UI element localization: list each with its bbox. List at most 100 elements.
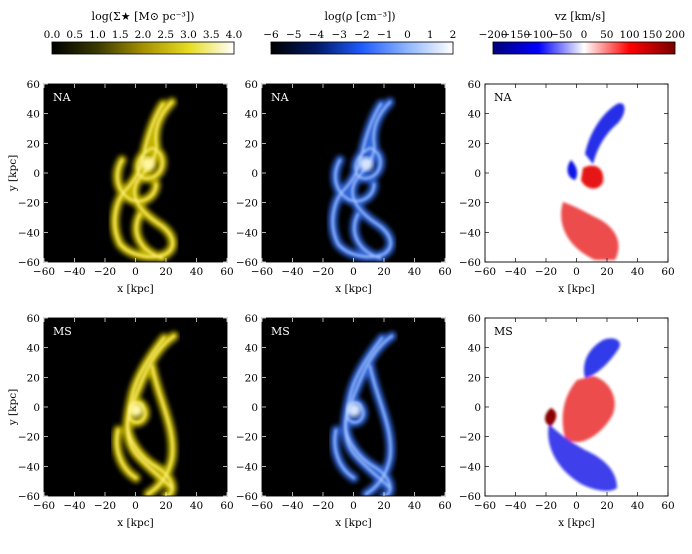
panel-label: MS xyxy=(53,325,72,338)
x-axis-label: x [kpc] xyxy=(117,283,153,295)
y-tick-label: −60 xyxy=(18,491,40,503)
colorbar-tick-label: −2 xyxy=(354,29,369,41)
velocity-colorbar: vz [km/s] −200−150−100−50 0 50 100 150 200 xyxy=(479,10,685,55)
x-tick-label: −20 xyxy=(94,500,116,512)
x-tick-label: −60 xyxy=(33,500,55,512)
y-tick-label: 40 xyxy=(27,109,40,121)
colorbar-tick-label: 1.0 xyxy=(89,29,106,41)
velocity-colorbar-gradient xyxy=(492,41,676,55)
y-tick-label: −20 xyxy=(236,432,258,444)
y-tick-label: −60 xyxy=(459,491,481,503)
galaxy-core xyxy=(359,157,373,171)
y-tick-label: 20 xyxy=(468,372,481,384)
x-tick-label: −20 xyxy=(535,266,557,278)
redshift-region xyxy=(581,165,604,189)
x-axis-label: x [kpc] xyxy=(558,517,594,529)
x-tick-label: −40 xyxy=(63,500,85,512)
y-tick-label: 40 xyxy=(245,109,258,121)
colorbar-tick-label: −1 xyxy=(377,29,392,41)
y-tick-label: 20 xyxy=(245,372,258,384)
panel-label: MS xyxy=(271,325,290,338)
y-tick-label: −40 xyxy=(18,461,40,473)
y-tick-label: −60 xyxy=(236,257,258,269)
x-tick-label: 60 xyxy=(661,266,674,278)
x-tick-label: 0 xyxy=(132,266,139,278)
colorbar-tick-label: 2.0 xyxy=(135,29,152,41)
y-tick-label: −40 xyxy=(459,227,481,239)
x-tick-label: 20 xyxy=(600,266,613,278)
y-tick-label: 40 xyxy=(468,109,481,121)
redshift-region xyxy=(562,376,615,443)
x-tick-label: 0 xyxy=(350,266,357,278)
gas-colorbar-title: log(ρ [cm⁻³]) xyxy=(324,10,395,23)
y-tick-label: 40 xyxy=(245,343,258,355)
x-tick-label: 40 xyxy=(190,266,203,278)
y-tick-label: 0 xyxy=(251,168,258,180)
stellar-panel-ms: MS −60 60 −40 40 −20 20 0 0 20 −20 40 −40 60 −60 x [kpc… xyxy=(7,313,234,529)
y-tick-label: −20 xyxy=(18,198,40,210)
y-tick-label: 0 xyxy=(474,402,481,414)
colorbar-tick-label: 100 xyxy=(619,29,639,41)
y-tick-label: 60 xyxy=(27,79,40,91)
galaxy-core xyxy=(129,403,143,417)
velocity-colorbar-title: vz [km/s] xyxy=(554,10,606,23)
y-tick-label: 60 xyxy=(27,313,40,325)
colorbar-tick-label: −5 xyxy=(286,29,301,41)
x-tick-label: 40 xyxy=(631,266,644,278)
x-tick-label: 0 xyxy=(132,500,139,512)
x-tick-label: −40 xyxy=(504,266,526,278)
density-filament xyxy=(353,212,382,260)
panel-label: MS xyxy=(494,325,513,338)
colorbar-tick-label: 1.5 xyxy=(112,29,129,41)
colorbar-tick-label: 0 xyxy=(404,29,411,41)
x-tick-label: 60 xyxy=(661,500,674,512)
y-tick-label: 20 xyxy=(468,138,481,150)
blueshift-region xyxy=(567,160,578,180)
y-tick-label: 60 xyxy=(468,313,481,325)
x-axis-label: x [kpc] xyxy=(558,283,594,295)
density-filament xyxy=(331,100,392,258)
x-tick-label: 20 xyxy=(159,500,172,512)
colorbar-tick-label: 50 xyxy=(600,29,613,41)
x-tick-label: 40 xyxy=(190,500,203,512)
x-tick-label: 60 xyxy=(438,500,451,512)
x-tick-label: −40 xyxy=(63,266,85,278)
x-tick-label: 60 xyxy=(220,266,233,278)
blueshift-region xyxy=(583,338,620,378)
density-filament xyxy=(127,400,147,424)
x-axis-label: x [kpc] xyxy=(117,517,153,529)
density-filament xyxy=(345,400,365,424)
panel-label: NA xyxy=(494,91,513,104)
x-axis-label: x [kpc] xyxy=(335,283,371,295)
colorbar-tick-label: 0.5 xyxy=(66,29,83,41)
y-tick-label: 0 xyxy=(474,168,481,180)
x-tick-label: −20 xyxy=(312,266,334,278)
density-filament xyxy=(364,364,392,496)
blueshift-region xyxy=(548,424,617,491)
colorbar-tick-label: −3 xyxy=(332,29,347,41)
x-tick-label: −40 xyxy=(281,266,303,278)
y-tick-label: 20 xyxy=(27,372,40,384)
y-tick-label: 40 xyxy=(468,343,481,355)
x-tick-label: −40 xyxy=(281,500,303,512)
x-tick-label: −60 xyxy=(33,266,55,278)
galaxy-core xyxy=(347,403,361,417)
stellar-panel-na: NA −60 60 −40 40 −20 20 0 0 20 −20 40 −40 60 −60 x [kpc… xyxy=(7,79,234,295)
y-tick-label: −20 xyxy=(459,432,481,444)
galaxy-core xyxy=(141,157,155,171)
gas-colorbar-gradient xyxy=(270,41,454,55)
stellar-colorbar-title: log(Σ★ [M⊙ pc⁻³]) xyxy=(92,10,195,23)
y-tick-label: 60 xyxy=(245,79,258,91)
y-axis-label: y [kpc] xyxy=(7,389,19,426)
x-tick-label: −60 xyxy=(474,500,496,512)
x-tick-label: −60 xyxy=(474,266,496,278)
colorbar-tick-label: 0 xyxy=(581,29,588,41)
y-tick-label: −40 xyxy=(459,461,481,473)
y-tick-label: −20 xyxy=(236,198,258,210)
density-filament xyxy=(344,336,392,490)
colorbar-tick-label: −200 xyxy=(479,29,508,41)
x-tick-label: 0 xyxy=(350,500,357,512)
density-filament xyxy=(135,212,164,260)
y-tick-label: −40 xyxy=(236,461,258,473)
y-tick-label: −20 xyxy=(18,432,40,444)
